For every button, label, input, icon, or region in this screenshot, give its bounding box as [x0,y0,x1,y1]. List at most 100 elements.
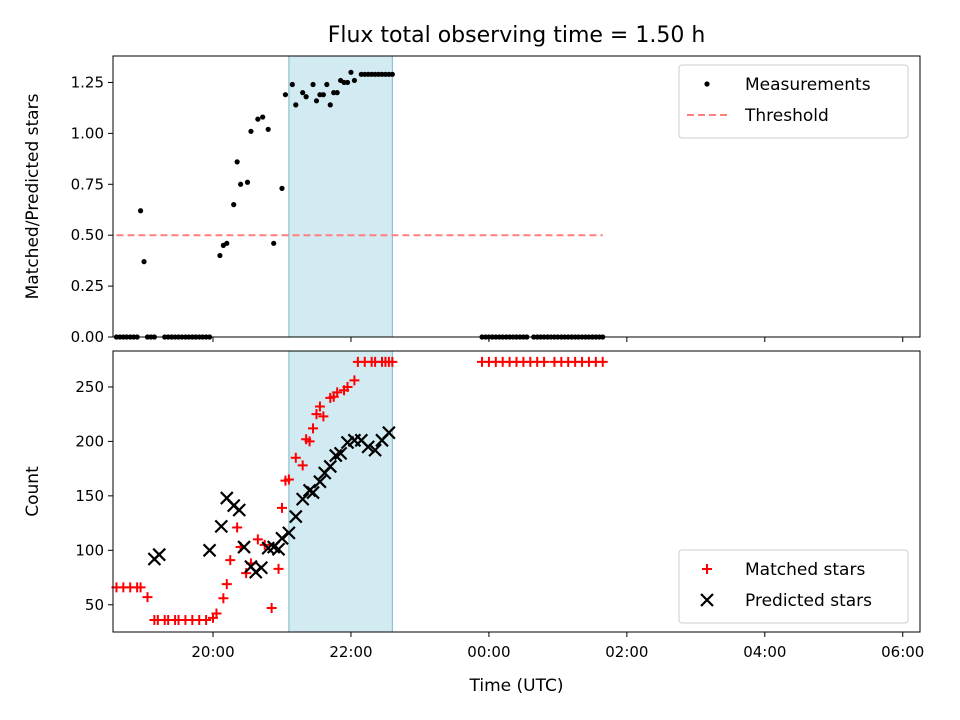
legend-label: Threshold [744,106,829,126]
data-point [232,522,243,533]
data-point [342,381,353,392]
data-point [295,492,310,506]
data-point [255,116,261,122]
data-point [273,563,284,574]
data-point [334,90,340,96]
data-point [135,582,146,593]
legend-label: Measurements [745,75,871,95]
y-tick-label: 250 [75,378,104,396]
data-point [137,208,144,214]
data-point [290,452,301,463]
data-point [141,259,147,265]
data-point [231,202,237,208]
x-tick-label: 04:00 [743,643,786,661]
data-point [279,185,285,191]
top-x-ticks [212,337,904,342]
data-point [368,443,382,457]
bottom-x-ticks: 20:00 22:00 00:00 02:00 04:00 06:00 [191,632,924,661]
data-point [320,92,326,98]
y-tick-label: 0.25 [71,277,104,295]
y-tick-label: 150 [75,487,104,505]
data-point [344,79,351,86]
data-point [254,560,269,575]
y-tick-label: 1.00 [71,124,104,142]
data-point [238,181,244,187]
top-plot-frame [112,55,921,338]
data-point [225,555,236,566]
data-point [539,356,550,367]
y-tick-label: 50 [85,596,104,614]
data-point [314,401,325,412]
data-point [202,543,217,558]
data-point [152,547,166,562]
data-point [382,425,396,440]
data-point [234,159,240,165]
y-tick-label: 0.75 [71,175,104,193]
data-point [351,77,358,84]
data-point [260,114,266,120]
data-point [304,436,315,447]
data-point [248,128,254,134]
bottom-plot-frame [112,350,921,633]
observing-window-shade-top [288,55,393,338]
legend-handle [700,593,714,607]
data-point [142,592,153,603]
data-point [282,92,289,98]
data-point [311,409,322,420]
bottom-legend: Matched stars Predicted stars [678,549,909,624]
data-point [232,503,247,517]
data-point [218,593,229,604]
data-point [323,459,338,474]
data-point [361,440,375,454]
bottom-y-axis-label: Count [23,466,43,517]
data-point [271,240,277,246]
data-point [303,94,309,100]
data-point [271,542,286,557]
data-point [333,446,348,461]
y-tick-label: 100 [75,541,104,559]
legend-label: Matched stars [745,560,865,580]
bottom-panel: 50 100 150 200 250 20:00 22:00 00:00 02:00 04:00… [23,350,924,696]
data-point [211,608,222,619]
data-point [289,509,303,524]
x-tick-label: 00:00 [467,643,510,661]
top-y-axis-label: Matched/Predicted stars [23,93,43,299]
y-tick-label: 1.25 [71,73,104,91]
x-tick-label: 06:00 [881,643,924,661]
legend-handle [702,564,712,574]
data-point [308,423,319,434]
data-point [324,81,330,88]
data-point [217,252,223,259]
data-point [597,356,608,367]
top-panel: 0.00 0.25 0.50 0.75 1.00 1.25 Flux total obse… [23,23,921,346]
y-tick-label: 200 [75,432,104,450]
data-point [283,474,294,485]
data-point [348,69,354,75]
data-point [237,540,251,554]
data-point [266,603,277,614]
data-point [306,485,320,500]
data-point [327,102,333,108]
data-point [252,534,263,545]
data-point [265,126,271,132]
legend-handle [704,81,710,87]
top-legend: Measurements Threshold [678,64,909,139]
data-point [221,579,232,590]
data-point [310,81,316,88]
data-point [300,90,306,96]
data-point [297,460,308,471]
data-point [289,81,295,88]
data-point [214,519,229,534]
y-tick-label: 0.50 [71,226,104,244]
data-point [244,179,251,185]
data-point [332,387,343,398]
chart-title: Flux total observing time = 1.50 h [328,23,706,48]
data-point [282,526,296,540]
x-axis-label: Time (UTC) [469,676,564,696]
y-tick-label: 0.00 [71,328,104,346]
x-tick-label: 02:00 [605,643,648,661]
data-point [349,375,360,386]
data-point [293,102,299,108]
data-point [241,568,252,579]
data-point [318,411,329,422]
